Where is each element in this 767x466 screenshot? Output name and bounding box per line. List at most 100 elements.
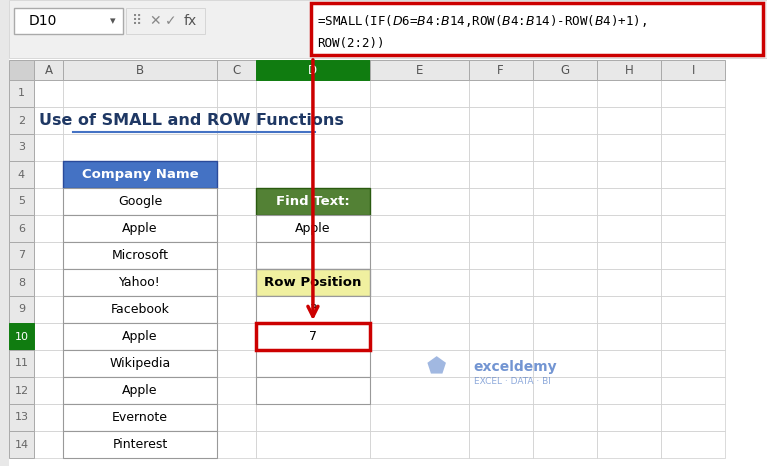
Bar	[9, 242, 34, 269]
Bar	[533, 80, 597, 107]
Bar	[370, 242, 469, 269]
Bar	[64, 296, 216, 323]
Bar	[9, 107, 34, 134]
Bar	[469, 350, 533, 377]
Bar	[597, 161, 661, 188]
Text: 12: 12	[15, 385, 28, 396]
Bar	[9, 134, 34, 161]
Bar	[661, 377, 726, 404]
Bar	[256, 60, 370, 80]
Bar	[9, 431, 34, 458]
Bar	[533, 215, 597, 242]
Bar	[469, 134, 533, 161]
Bar	[597, 404, 661, 431]
Bar	[216, 296, 256, 323]
Text: 14: 14	[15, 439, 28, 450]
Bar	[64, 242, 216, 269]
Bar	[216, 377, 256, 404]
Bar	[64, 350, 216, 377]
Text: 4: 4	[18, 170, 25, 179]
Bar	[469, 404, 533, 431]
Bar	[597, 188, 661, 215]
Bar	[256, 350, 370, 377]
Bar	[64, 431, 216, 458]
Bar	[216, 134, 256, 161]
Bar	[64, 107, 216, 134]
Bar	[64, 269, 216, 296]
Bar	[64, 80, 216, 107]
Bar	[9, 350, 34, 377]
Bar	[370, 404, 469, 431]
Text: B: B	[136, 63, 144, 76]
Bar	[256, 296, 370, 323]
Bar	[64, 269, 216, 296]
Bar	[126, 8, 205, 34]
Bar	[661, 242, 726, 269]
Bar	[533, 377, 597, 404]
Bar	[256, 350, 370, 377]
Bar	[533, 269, 597, 296]
Text: 10: 10	[15, 331, 28, 342]
Text: 3: 3	[18, 143, 25, 152]
Text: ▾: ▾	[110, 16, 116, 26]
Bar	[533, 161, 597, 188]
Bar	[64, 188, 216, 215]
Bar	[14, 8, 123, 34]
Bar	[256, 269, 370, 296]
Bar	[34, 60, 64, 80]
Bar	[34, 350, 64, 377]
Bar	[597, 134, 661, 161]
Bar	[533, 323, 597, 350]
Bar	[533, 242, 597, 269]
Bar	[469, 161, 533, 188]
Text: 8: 8	[18, 277, 25, 288]
Text: 11: 11	[15, 358, 28, 369]
Bar	[64, 134, 216, 161]
Bar	[34, 107, 64, 134]
Bar	[597, 242, 661, 269]
Text: G: G	[561, 63, 569, 76]
Bar	[256, 377, 370, 404]
Bar	[469, 269, 533, 296]
Text: Company Name: Company Name	[81, 168, 199, 181]
Bar	[370, 107, 469, 134]
Bar	[469, 377, 533, 404]
Bar	[661, 431, 726, 458]
Bar	[533, 350, 597, 377]
Bar	[661, 296, 726, 323]
Text: 9: 9	[18, 304, 25, 315]
Bar	[469, 188, 533, 215]
Text: 3: 3	[309, 303, 317, 316]
Text: F: F	[497, 63, 504, 76]
Bar	[370, 188, 469, 215]
Bar	[533, 404, 597, 431]
Text: Apple: Apple	[122, 330, 158, 343]
Text: E: E	[416, 63, 423, 76]
Bar	[661, 323, 726, 350]
Bar	[597, 323, 661, 350]
Bar	[597, 215, 661, 242]
Bar	[256, 377, 370, 404]
Bar	[64, 404, 216, 431]
Bar	[216, 269, 256, 296]
Text: 7: 7	[309, 330, 317, 343]
Bar	[533, 134, 597, 161]
Bar	[370, 350, 469, 377]
Bar	[34, 431, 64, 458]
Text: I: I	[692, 63, 695, 76]
Bar	[34, 188, 64, 215]
Text: Row Position: Row Position	[265, 276, 361, 289]
Bar	[9, 377, 34, 404]
Bar	[34, 323, 64, 350]
Bar	[370, 431, 469, 458]
Text: ⬟: ⬟	[426, 357, 446, 377]
Text: Google: Google	[118, 195, 162, 208]
Bar	[469, 107, 533, 134]
Text: ✕: ✕	[150, 14, 161, 28]
Bar	[64, 161, 216, 188]
Bar	[216, 350, 256, 377]
Text: 7: 7	[18, 251, 25, 260]
Bar	[661, 161, 726, 188]
Text: D: D	[308, 63, 318, 76]
Bar	[34, 296, 64, 323]
